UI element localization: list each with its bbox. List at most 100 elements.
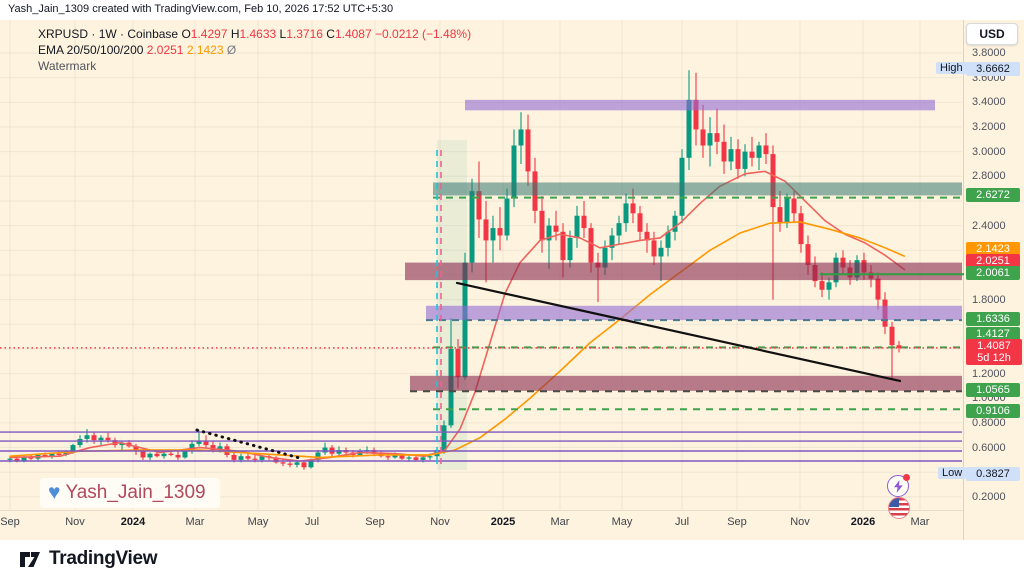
high-value: 1.4633 (239, 27, 277, 41)
heart-icon: ♥ (48, 481, 61, 504)
time-tick: Sep (0, 516, 20, 528)
candle-body (728, 149, 734, 162)
change-value: −0.0212 (−1.48%) (375, 27, 472, 41)
close-value: 1.4087 (334, 27, 372, 41)
bar-countdown: 5d 12h (977, 352, 1011, 364)
price-level-label: 1.0565 (966, 383, 1020, 397)
candle-body (336, 450, 342, 454)
demand-zone-1.63 (426, 305, 962, 321)
time-tick: May (247, 516, 269, 528)
candle-body (896, 345, 902, 348)
candle-body (203, 441, 209, 446)
candle-body (644, 231, 650, 241)
candle-body (721, 141, 727, 162)
candle-body (56, 453, 62, 455)
economic-event-icon[interactable] (887, 474, 910, 497)
candle-body (791, 198, 797, 214)
candle-body (665, 231, 671, 248)
candle-body (826, 282, 832, 290)
tradingview-logo: TradingView (18, 547, 158, 571)
candle-body (658, 247, 664, 257)
currency-toggle-button[interactable]: USD (966, 23, 1018, 45)
legend-ema-row[interactable]: EMA 20/50/100/200 2.0251 2.1423 Ø (38, 42, 471, 58)
candle-body (777, 207, 783, 224)
candle-body (735, 149, 741, 169)
candle-body (497, 228, 503, 236)
candle-body (742, 151, 748, 169)
price-tick: 3.2000 (972, 121, 1006, 133)
price-level-label: 1.4127 (966, 327, 1020, 341)
time-tick: Nov (65, 516, 85, 528)
time-tick: Nov (790, 516, 810, 528)
candle-body (455, 348, 461, 378)
candle-body (196, 441, 202, 444)
time-tick: Sep (365, 516, 385, 528)
candle-body (112, 440, 118, 446)
open-value: 1.4297 (190, 27, 228, 41)
time-axis[interactable]: Sep Nov 2024 Mar May Jul Sep Nov 2025 Mar May Jul Se… (0, 512, 963, 538)
candle-body (490, 228, 496, 241)
time-tick: Nov (430, 516, 450, 528)
demand-zone-1.06 (410, 375, 962, 391)
price-axis[interactable]: 3.8000 3.6000 3.4000 3.2000 3.0000 2.8000 2.40… (964, 20, 1024, 540)
price-tick: 0.2000 (972, 491, 1006, 503)
author-name: Yash_Jain_1309 (65, 482, 206, 503)
snapshot-attribution: Yash_Jain_1309 created with TradingView.… (8, 3, 394, 15)
time-tick: May (611, 516, 633, 528)
candle-body (714, 133, 720, 142)
candle-body (469, 191, 475, 263)
symbol-name: XRPUSD (38, 27, 89, 41)
candle-body (392, 454, 398, 458)
legend-symbol-row[interactable]: XRPUSD · 1W · Coinbase O1.4297 H1.4633 L… (38, 27, 472, 41)
time-tick: Mar (550, 516, 570, 528)
ema-value-red: 2.0251 (146, 43, 184, 57)
price-tick: 0.6000 (972, 442, 1006, 454)
time-tick: 2024 (120, 516, 146, 528)
candle-body (707, 133, 713, 146)
candle-body (651, 240, 657, 257)
price-level-label: 2.1423 (966, 242, 1020, 256)
candle-body (49, 453, 55, 457)
ema-50-line (9, 221, 906, 459)
candle-body (602, 247, 608, 268)
candle-body (231, 454, 237, 460)
candle-body (630, 203, 636, 214)
candle-body (252, 458, 258, 460)
supply-zone-2.02 (405, 262, 962, 281)
open-label: O (181, 27, 191, 41)
high-label: H (230, 27, 240, 41)
candle-body (301, 462, 307, 468)
candle-body (168, 453, 174, 455)
low-badge: Low (938, 467, 967, 479)
candle-body (308, 459, 314, 468)
candle-body (700, 129, 706, 146)
candle-body (686, 99, 692, 158)
candle-body (637, 213, 643, 232)
candle-body (553, 225, 559, 232)
time-tick: Mar (185, 516, 205, 528)
candle-body (98, 437, 104, 441)
supply-zone-3.40 (465, 99, 935, 111)
candle-body (371, 450, 377, 454)
candle-body (182, 451, 188, 458)
candle-body (14, 458, 20, 462)
candle-body (875, 278, 881, 300)
candle-body (406, 457, 412, 459)
candle-body (588, 228, 594, 263)
price-level-label: 2.0251 (966, 254, 1020, 268)
candle-body (91, 435, 97, 441)
candle-body (413, 457, 419, 460)
price-level-label: 0.3827 (966, 467, 1020, 481)
candle-body (28, 457, 34, 459)
candle-body (77, 438, 83, 446)
candle-body (749, 151, 755, 158)
candle-body (189, 443, 195, 452)
low-label: L (279, 27, 287, 41)
dotted-trendline-2024 (195, 428, 304, 461)
candle-body (259, 456, 265, 460)
price-tick: 1.8000 (972, 294, 1006, 306)
us-economic-event-icon[interactable] (888, 497, 910, 519)
candle-body (770, 154, 776, 208)
price-tick: 2.4000 (972, 220, 1006, 232)
